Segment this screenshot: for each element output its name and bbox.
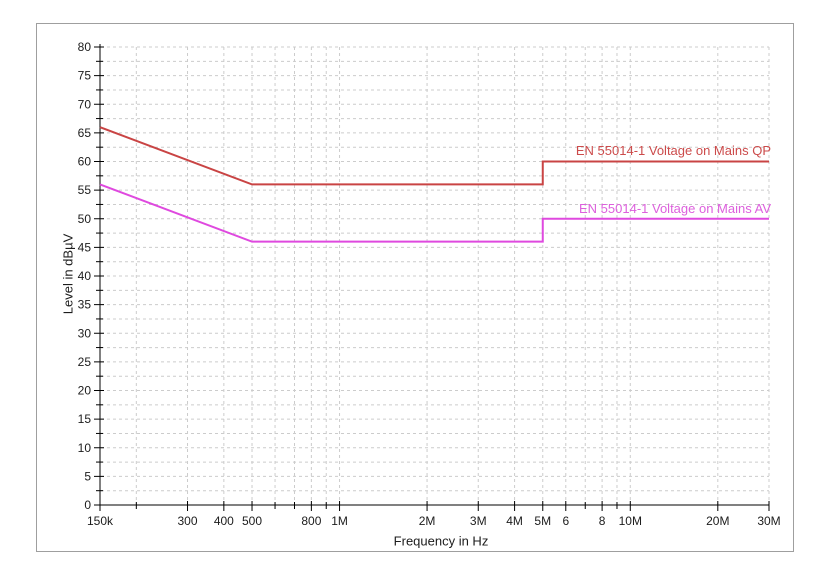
x-axis-tick-labels: 150k 300 400 500 800 1M 2M 3M 4M 5M 6 8 10M 20M 30M <box>87 514 781 528</box>
svg-text:500: 500 <box>242 514 262 528</box>
svg-text:6: 6 <box>562 514 569 528</box>
grid-lines <box>101 46 770 504</box>
svg-text:15: 15 <box>78 412 92 426</box>
series-line-qp <box>99 126 769 186</box>
svg-text:150k: 150k <box>87 514 114 528</box>
y-axis-title: Level in dBµV <box>60 233 76 315</box>
x-axis-ticks <box>99 501 770 511</box>
svg-text:75: 75 <box>78 69 92 83</box>
svg-text:8: 8 <box>599 514 606 528</box>
svg-text:40: 40 <box>78 269 92 283</box>
y-axis-tick-labels: 0 5 10 15 20 25 30 35 40 45 50 55 60 65 70 75 80 <box>78 40 92 512</box>
svg-text:4M: 4M <box>506 514 523 528</box>
svg-text:55: 55 <box>78 183 92 197</box>
svg-text:10M: 10M <box>619 514 642 528</box>
svg-text:400: 400 <box>214 514 234 528</box>
svg-text:35: 35 <box>78 298 92 312</box>
svg-text:30M: 30M <box>757 514 780 528</box>
svg-text:5M: 5M <box>534 514 551 528</box>
svg-text:25: 25 <box>78 355 92 369</box>
svg-text:60: 60 <box>78 155 92 169</box>
chart-canvas: 0 5 10 15 20 25 30 35 40 45 50 55 60 65 70 75 80 150k 300 4… <box>78 40 781 528</box>
svg-text:3M: 3M <box>470 514 487 528</box>
svg-text:0: 0 <box>84 498 91 512</box>
svg-text:50: 50 <box>78 212 92 226</box>
chart-panel: 0 5 10 15 20 25 30 35 40 45 50 55 60 65 70 75 80 150k 300 4… <box>36 23 794 552</box>
svg-text:20: 20 <box>78 384 92 398</box>
svg-text:2M: 2M <box>419 514 436 528</box>
y-axis-ticks <box>94 46 104 506</box>
axes <box>99 44 769 506</box>
svg-text:10: 10 <box>78 441 92 455</box>
svg-text:800: 800 <box>301 514 321 528</box>
series-label-qp: EN 55014-1 Voltage on Mains QP <box>575 143 771 158</box>
svg-text:5: 5 <box>84 469 91 483</box>
svg-text:300: 300 <box>178 514 198 528</box>
svg-text:30: 30 <box>78 326 92 340</box>
svg-text:20M: 20M <box>706 514 729 528</box>
svg-text:80: 80 <box>78 40 92 54</box>
series-label-av: EN 55014-1 Voltage on Mains AV <box>579 201 771 216</box>
svg-text:70: 70 <box>78 97 92 111</box>
svg-text:45: 45 <box>78 240 92 254</box>
x-axis-title: Frequency in Hz <box>393 533 489 549</box>
series-line-av <box>99 183 769 243</box>
svg-text:65: 65 <box>78 126 92 140</box>
svg-text:1M: 1M <box>331 514 348 528</box>
